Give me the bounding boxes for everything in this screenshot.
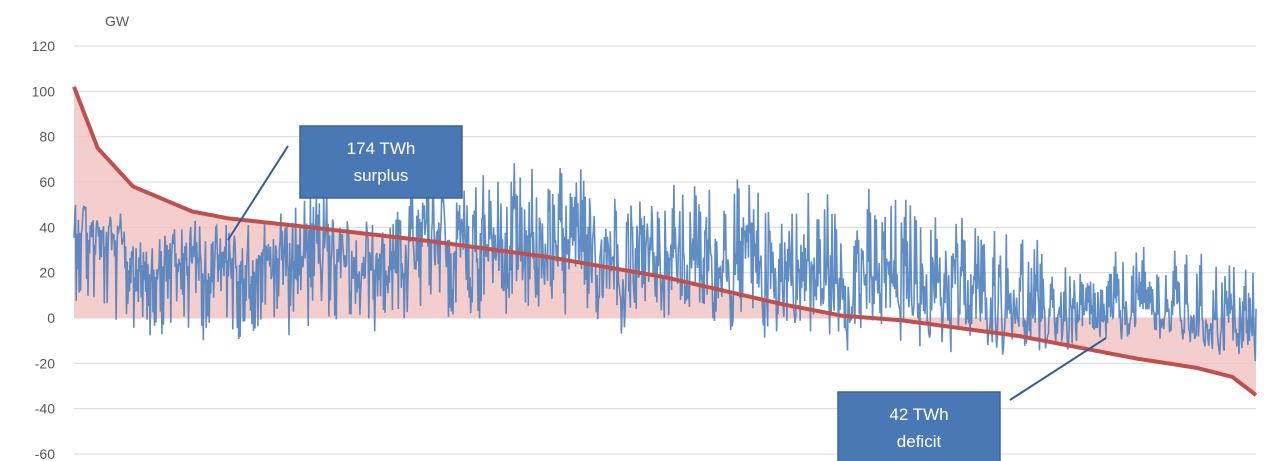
surplus-callout-box [299, 125, 463, 199]
y-tick-label: 0 [47, 310, 55, 326]
surplus-deficit-fill [74, 86, 1256, 396]
surplus-leader-line [227, 145, 289, 241]
deficit-callout-text: deficit [897, 432, 942, 451]
y-tick-label: -40 [35, 401, 55, 417]
surplus-callout-text: surplus [354, 166, 409, 185]
deficit-leader-line [1009, 337, 1107, 401]
deficit-callout-box [837, 391, 1001, 461]
y-tick-label: 80 [39, 129, 55, 145]
y-tick-label: -60 [35, 446, 55, 461]
y-tick-label: -20 [35, 355, 55, 371]
annotations: 174 TWh surplus 42 TWh deficit [227, 125, 1107, 461]
y-tick-label: 120 [32, 38, 56, 54]
y-tick-label: 40 [39, 219, 55, 235]
hourly-series-line [73, 163, 1257, 362]
surplus-callout-text: 174 TWh [347, 139, 416, 158]
y-tick-label: 60 [39, 174, 55, 190]
deficit-callout-text: 42 TWh [889, 405, 948, 424]
y-tick-label: 100 [32, 83, 56, 99]
y-tick-label: 20 [39, 265, 55, 281]
duration-curve-line [72, 86, 1258, 397]
y-axis: GW -60 -40 -20 0 20 40 60 80 100 120 [32, 13, 130, 461]
duration-curve-fill-area [74, 86, 1256, 396]
y-axis-unit-label: GW [105, 13, 130, 29]
hourly-series [73, 163, 1257, 362]
duration-curve [72, 86, 1258, 397]
